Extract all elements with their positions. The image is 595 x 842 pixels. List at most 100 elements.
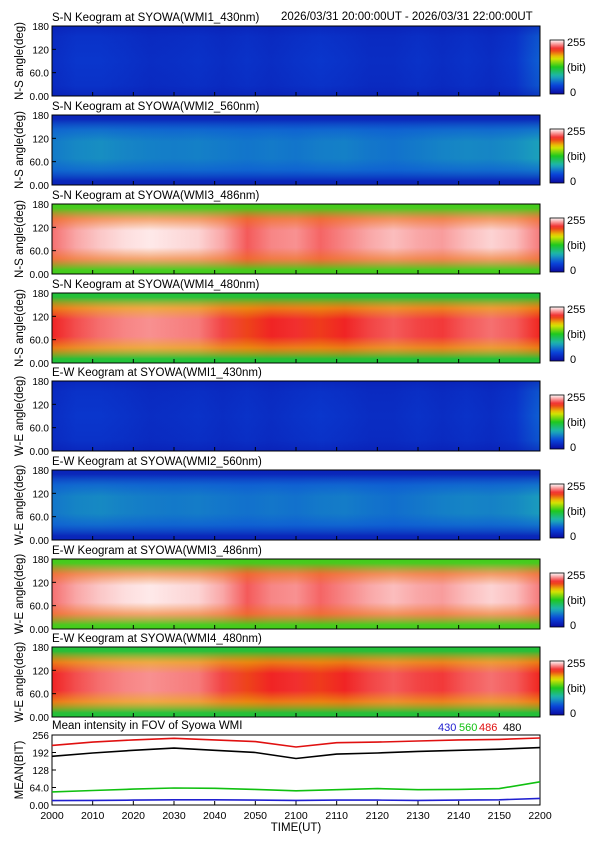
x-tick-label: 2000 <box>40 810 64 822</box>
y-tick-label: 60.0 <box>30 513 50 524</box>
x-axis-label: TIME(UT) <box>271 822 322 834</box>
y-axis-label: N-S angle(deg) <box>14 289 26 367</box>
y-axis-label: N-S angle(deg) <box>14 111 26 189</box>
panel-title: E-W Keogram at SYOWA(WMI3_486nm) <box>52 545 262 557</box>
y-tick-label: 60.0 <box>30 158 50 169</box>
y-axis-label: W-E angle(deg) <box>14 554 26 634</box>
colorbar-min-label: 0 <box>570 442 576 454</box>
colorbar <box>549 39 565 95</box>
y-axis-label: N-S angle(deg) <box>14 22 26 100</box>
y-tick-label: 60.0 <box>30 247 50 258</box>
y-tick-label: 120 <box>32 134 49 145</box>
colorbar-max-label: 255 <box>567 126 585 138</box>
y-tick-label: 180 <box>32 111 49 122</box>
colorbar-max-label: 255 <box>567 304 585 316</box>
colorbar <box>549 660 565 716</box>
colorbar <box>549 306 565 362</box>
colorbar <box>549 128 565 184</box>
y-axis-label: W-E angle(deg) <box>14 465 26 545</box>
y-tick-label: 60.0 <box>30 69 50 80</box>
period-label: 2026/03/31 20:00:00UT - 2026/03/31 22:00… <box>281 11 533 23</box>
panel-title: E-W Keogram at SYOWA(WMI2_560nm) <box>52 456 262 468</box>
y-axis-label: W-E angle(deg) <box>14 376 26 456</box>
y-tick-label: 0.00 <box>30 92 50 103</box>
x-tick-label: 2120 <box>366 810 390 822</box>
line-panel-title: Mean intensity in FOV of Syowa WMI <box>52 720 242 732</box>
colorbar-max-label: 255 <box>567 570 585 582</box>
colorbar-unit-label: (bit) <box>567 329 586 341</box>
series-line-480 <box>51 746 541 760</box>
keogram-profile-overlay <box>52 115 540 185</box>
keogram-panel-ew-486: E-W Keogram at SYOWA(WMI3_486nm) 0.00 60.0… <box>14 545 586 636</box>
keogram-panel-sn-560: S-N Keogram at SYOWA(WMI2_560nm) 0.00 60.0… <box>14 101 586 192</box>
colorbar-min-label: 0 <box>570 87 576 99</box>
colorbar-unit-label: (bit) <box>567 240 586 252</box>
colorbar <box>549 394 565 450</box>
colorbar-unit-label: (bit) <box>567 151 586 163</box>
keogram-profile-overlay <box>52 559 540 629</box>
y-tick-label: 120 <box>32 400 49 411</box>
keogram-profile-overlay <box>52 204 540 274</box>
keogram-panel-sn-480: S-N Keogram at SYOWA(WMI4_480nm) 0.00 60.0… <box>14 279 586 370</box>
keogram-profile-overlay <box>52 293 540 363</box>
y-tick-label: 0.00 <box>30 359 50 370</box>
y-tick-label: 180 <box>32 377 49 388</box>
x-tick-label: 2010 <box>81 810 105 822</box>
colorbar-unit-label: (bit) <box>567 506 586 518</box>
y-tick-label: 60.0 <box>30 690 50 701</box>
legend-label-486: 486 <box>479 722 497 734</box>
keogram-profile-overlay <box>52 470 540 540</box>
keogram-panel-sn-486: S-N Keogram at SYOWA(WMI3_486nm) 0.00 60.0… <box>14 190 586 281</box>
colorbar-min-label: 0 <box>570 354 576 366</box>
keogram-panel-sn-430: S-N Keogram at SYOWA(WMI1_430nm) 0.00 60.0… <box>14 12 586 103</box>
y-tick-label: 0.00 <box>30 270 50 281</box>
legend-label-430: 430 <box>438 722 456 734</box>
x-tick-label: 2140 <box>447 810 471 822</box>
colorbar-min-label: 0 <box>570 176 576 188</box>
y-tick-label: 0.00 <box>30 625 50 636</box>
colorbar-max-label: 255 <box>567 37 585 49</box>
y-tick-label: 64.0 <box>30 784 50 795</box>
y-tick-label: 128 <box>32 766 49 777</box>
y-tick-label: 120 <box>32 666 49 677</box>
y-tick-label: 60.0 <box>30 424 50 435</box>
y-tick-label: 180 <box>32 200 49 211</box>
y-tick-label: 60.0 <box>30 336 50 347</box>
keogram-panel-ew-430: E-W Keogram at SYOWA(WMI1_430nm) 0.00 60.0… <box>14 367 586 458</box>
colorbar <box>549 217 565 273</box>
y-tick-label: 60.0 <box>30 602 50 613</box>
colorbar <box>549 572 565 628</box>
y-tick-label: 120 <box>32 45 49 56</box>
panel-title: S-N Keogram at SYOWA(WMI3_486nm) <box>52 190 259 202</box>
mean-intensity-panel: Mean intensity in FOV of Syowa WMI 430 560… <box>14 720 552 834</box>
x-tick-label: 2110 <box>325 810 348 822</box>
keogram-panels: S-N Keogram at SYOWA(WMI1_430nm) 0.00 60.0… <box>14 12 586 724</box>
colorbar-unit-label: (bit) <box>567 62 586 74</box>
panel-title: E-W Keogram at SYOWA(WMI1_430nm) <box>52 367 262 379</box>
colorbar-min-label: 0 <box>570 620 576 632</box>
y-tick-label: 180 <box>32 555 49 566</box>
y-tick-label: 180 <box>32 643 49 654</box>
x-tick-label: 2200 <box>528 810 552 822</box>
y-axis-label: W-E angle(deg) <box>14 642 26 722</box>
keogram-profile-overlay <box>52 647 540 717</box>
panel-title: S-N Keogram at SYOWA(WMI1_430nm) <box>52 12 259 24</box>
colorbar-max-label: 255 <box>567 481 585 493</box>
x-tick-label: 2100 <box>284 810 308 822</box>
series-line-486 <box>51 737 541 748</box>
colorbar-max-label: 255 <box>567 658 585 670</box>
y-axis-label: MEAN(BIT) <box>14 740 26 799</box>
x-tick-label: 2130 <box>406 810 430 822</box>
colorbar-max-label: 255 <box>567 392 585 404</box>
y-tick-label: 120 <box>32 578 49 589</box>
x-tick-label: 2030 <box>162 810 186 822</box>
y-tick-label: 180 <box>32 22 49 33</box>
legend-label-480: 480 <box>503 722 521 734</box>
colorbar-unit-label: (bit) <box>567 595 586 607</box>
colorbar-min-label: 0 <box>570 531 576 543</box>
y-tick-label: 0.00 <box>30 447 50 458</box>
keogram-profile-overlay <box>52 26 540 96</box>
colorbar-min-label: 0 <box>570 265 576 277</box>
legend-label-560: 560 <box>459 722 477 734</box>
x-tick-label: 2050 <box>244 810 268 822</box>
